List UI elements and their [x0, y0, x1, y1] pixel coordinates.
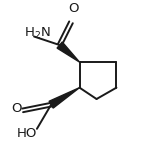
- Text: H$_2$N: H$_2$N: [24, 26, 51, 41]
- Polygon shape: [57, 42, 80, 62]
- Text: HO: HO: [17, 127, 37, 140]
- Text: O: O: [11, 102, 22, 116]
- Polygon shape: [49, 88, 80, 108]
- Text: O: O: [69, 2, 79, 15]
